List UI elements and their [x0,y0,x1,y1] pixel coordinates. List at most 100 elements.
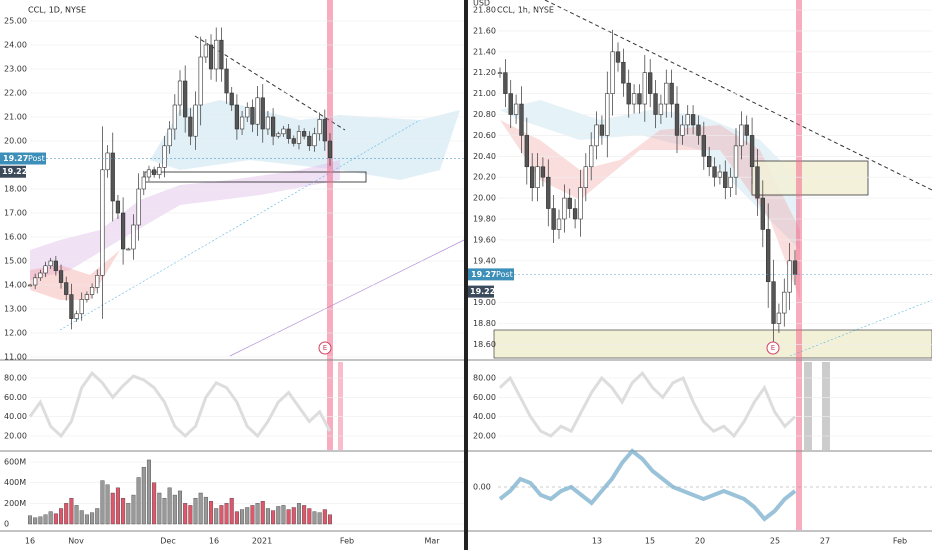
candle [302,131,307,137]
volume-bar [162,497,167,525]
volume-bar [33,517,38,525]
volume-bar [152,482,157,525]
candle [583,166,588,188]
candle [53,260,58,271]
candle [771,281,776,324]
candle [524,135,529,168]
candle [508,93,513,115]
earnings-marker [766,341,780,355]
volume-bar [307,508,312,525]
volume-bar [172,494,177,525]
split-divider [464,0,468,550]
volume-bar [74,505,79,525]
y-tick-label: 200M [4,499,26,508]
candle [653,93,658,115]
candle [219,39,224,70]
y-tick-label: 15.00 [4,257,27,266]
candle [513,103,519,115]
candle [766,229,771,282]
candle [551,208,556,230]
volume-bar [219,505,224,525]
candle [707,156,712,168]
y-tick-label: 14.00 [4,281,27,290]
volume-bar [141,466,146,525]
candle [74,313,79,319]
candle [690,114,696,126]
candle [58,270,64,283]
y-tick-label: 60.00 [473,393,496,402]
volume-bar [115,487,120,525]
y-tick-label: 20.00 [473,194,496,203]
candle [739,124,744,147]
volume-bar [296,503,301,525]
candle [669,82,674,105]
candle [562,197,567,220]
candle [615,51,621,63]
candle [749,135,755,168]
candle [172,104,177,130]
candle [642,72,647,105]
candle [626,82,631,105]
candle [648,72,653,94]
price-tag [468,268,514,281]
y-tick-label: 20.80 [473,110,496,119]
volume-bar [69,497,74,525]
volume-bar [105,484,110,525]
y-tick-label: 19.40 [473,256,496,265]
candle [755,166,760,199]
x-tick-label: 13 [592,537,602,546]
candle [685,114,690,126]
candle [146,169,152,178]
y-tick-label: 22.00 [4,89,27,98]
y-tick-label: 21.00 [473,89,496,98]
symbol-title: CCL, 1D, NYSE [28,6,86,15]
candle [95,275,100,288]
candle [723,171,728,188]
candle [680,124,685,136]
x-tick-label: Feb [340,537,354,546]
volume-bar [131,494,136,525]
candle [100,169,105,276]
y-tick-label: 19.60 [473,235,496,244]
y-tick-label: 18.00 [4,185,27,194]
volume-bar [95,508,100,525]
price-tag-value: 19.22 [2,167,27,176]
candle [658,103,664,115]
x-tick-label: 20 [695,537,705,546]
price-tag-value: 19.27 [3,154,28,163]
y-tick-label: 21.20 [473,68,496,77]
event-band [338,362,343,450]
candle [79,299,84,315]
price-tag [0,165,26,178]
candle [239,116,245,130]
candle [105,152,110,171]
candle [120,212,126,250]
volume-bar [250,505,255,525]
y-tick-label: 60.00 [4,393,27,402]
price-tag-label: Post [496,270,513,279]
price-tag [0,152,46,165]
oscillator-line [28,370,332,439]
candle [610,51,615,94]
volume-bar [38,516,43,525]
candle [162,145,167,168]
volume-bar [157,492,162,525]
candle [572,208,578,220]
candle [208,44,214,70]
event-band [822,362,830,450]
candle [787,260,792,293]
candle [733,145,739,178]
candle [312,133,317,147]
candle [535,166,540,188]
candle [136,188,141,226]
volume-bar [100,480,105,525]
volume-bar [240,509,245,525]
candle [229,92,234,106]
volume-bar [245,507,250,525]
y-tick-label: 17.00 [4,209,27,218]
x-tick-label: 27 [820,537,830,546]
volume-bar [203,496,208,525]
candle [605,93,610,136]
x-tick-label: Mar [424,537,440,546]
